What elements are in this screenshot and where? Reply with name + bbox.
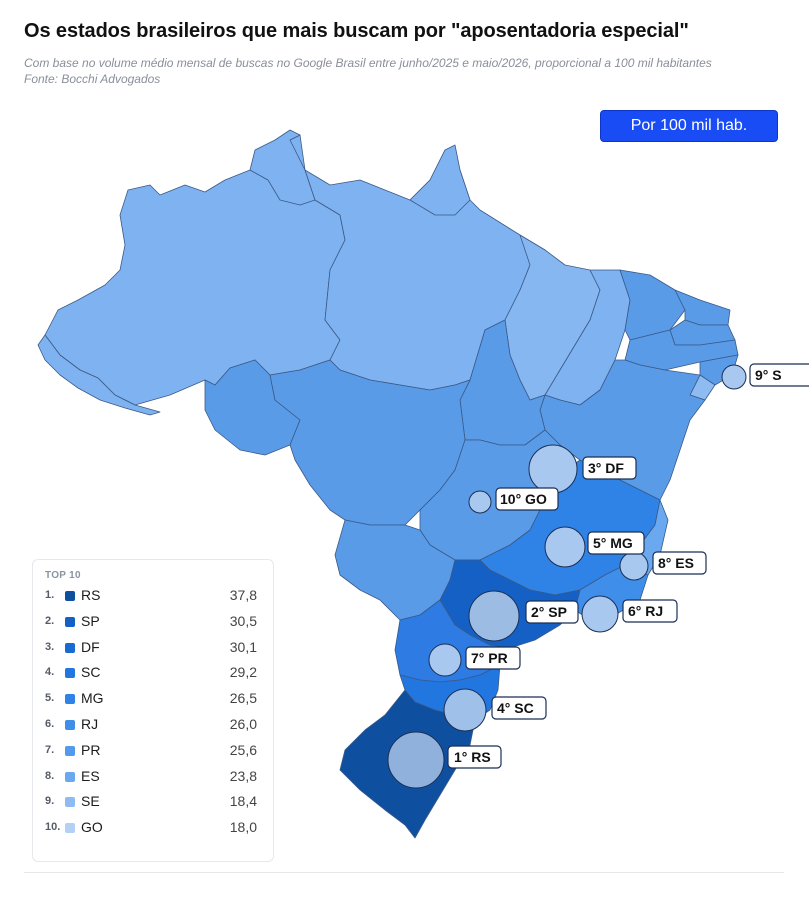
legend-row[interactable]: 1. RS 37,8 — [33, 586, 273, 608]
legend-state: SC — [81, 664, 101, 681]
label-box-df — [582, 456, 637, 480]
legend-rank: 3. — [45, 640, 55, 653]
bubble-sp[interactable] — [468, 590, 520, 642]
legend-state: GO — [81, 819, 103, 836]
legend-state: SP — [81, 612, 100, 629]
legend-rank: 1. — [45, 589, 55, 601]
legend-value: 18,0 — [229, 819, 257, 836]
label-mg: 5° MG — [593, 535, 633, 551]
legend-state: RJ — [81, 716, 99, 732]
chart-subtitle: Com base no volume médio mensal de busca… — [24, 55, 712, 87]
label-box-pr — [465, 646, 521, 670]
legend-rank: 8. — [45, 769, 55, 782]
label-box-rj — [622, 599, 678, 623]
legend-rank: 7. — [45, 743, 55, 756]
legend-swatch — [65, 823, 75, 834]
legend-value: 18,4 — [229, 793, 257, 810]
legend-state: PR — [81, 741, 101, 758]
legend-rank: 10. — [45, 821, 61, 834]
legend-row[interactable]: 10. GO 18,0 — [33, 818, 273, 840]
legend-row[interactable]: 9. SE 18,4 — [33, 792, 273, 814]
legend-title: TOP 10 — [45, 570, 81, 581]
label-box-sp — [525, 600, 579, 624]
label-box-se — [749, 363, 809, 387]
label-rs: 1° RS — [454, 749, 491, 765]
legend-row[interactable]: 6. RJ 26,0 — [33, 715, 273, 737]
legend-state: MG — [81, 690, 104, 707]
legend-swatch — [65, 668, 75, 679]
chart-title: Os estados brasileiros que mais buscam p… — [24, 20, 689, 42]
label-pr: 7° PR — [471, 650, 508, 666]
bubble-pr[interactable] — [428, 643, 462, 677]
legend-value: 29,2 — [229, 664, 257, 681]
label-rj: 6° RJ — [628, 603, 663, 619]
legend-swatch — [65, 797, 75, 808]
legend-row[interactable]: 4. SC 29,2 — [33, 663, 273, 685]
legend-value: 25,6 — [229, 741, 257, 758]
state-ap[interactable] — [409, 144, 471, 216]
top10-legend: TOP 10 1. RS 37,8 2. SP 30,5 3. DF 30,1 4. SC 29,2 5… — [32, 559, 274, 862]
legend-rank: 2. — [45, 614, 55, 627]
label-box-es — [652, 551, 707, 575]
label-box-go — [495, 487, 559, 511]
legend-row[interactable]: 7. PR 25,6 — [33, 741, 273, 763]
legend-state: SE — [81, 793, 100, 810]
legend-state: ES — [81, 767, 100, 784]
bubble-rj[interactable] — [581, 595, 619, 633]
bubble-df[interactable] — [528, 444, 578, 494]
legend-state: DF — [81, 638, 100, 655]
legend-value: 30,5 — [229, 612, 257, 629]
legend-rank: 5. — [45, 692, 55, 705]
legend-row[interactable]: 8. ES 23,8 — [33, 767, 273, 789]
source-text: Fonte: Bocchi Advogados — [24, 72, 161, 86]
legend-swatch — [65, 616, 75, 627]
legend-state: RS — [81, 587, 101, 603]
label-box-rs — [447, 745, 502, 769]
legend-swatch — [65, 720, 75, 730]
legend-value: 26,5 — [229, 690, 257, 707]
legend-row[interactable]: 3. DF 30,1 — [33, 638, 273, 660]
bubble-sc[interactable] — [443, 688, 487, 732]
state-ac[interactable] — [37, 334, 161, 416]
legend-rank: 9. — [45, 795, 55, 808]
label-df: 3° DF — [588, 460, 624, 476]
bubble-go[interactable] — [468, 490, 492, 514]
legend-value: 23,8 — [229, 767, 257, 784]
legend-rank: 4. — [45, 666, 55, 679]
label-go: 10° GO — [500, 491, 547, 507]
subtitle-text: Com base no volume médio mensal de busca… — [24, 56, 712, 70]
legend-row[interactable]: 2. SP 30,5 — [33, 612, 273, 634]
legend-value: 30,1 — [229, 638, 257, 655]
bubble-es[interactable] — [619, 551, 649, 581]
label-sp: 2° SP — [531, 604, 567, 620]
legend-rank: 6. — [45, 718, 55, 730]
legend-value: 37,8 — [229, 587, 257, 603]
bubble-mg[interactable] — [544, 526, 586, 568]
footer-divider — [24, 872, 784, 873]
legend-swatch — [65, 745, 75, 756]
legend-swatch — [65, 771, 75, 782]
label-box-mg — [587, 531, 645, 555]
state-rr[interactable] — [249, 129, 316, 206]
legend-swatch — [65, 694, 75, 705]
label-se: 9° S — [755, 367, 782, 383]
bubble-se[interactable] — [721, 364, 747, 390]
label-sc: 4° SC — [497, 700, 534, 716]
bubble-rs[interactable] — [387, 731, 445, 789]
legend-row[interactable]: 5. MG 26,5 — [33, 689, 273, 711]
legend-swatch — [65, 642, 75, 653]
label-es: 8° ES — [658, 555, 694, 571]
label-box-sc — [491, 696, 547, 720]
legend-swatch — [65, 591, 75, 601]
per-capita-toggle-button[interactable]: Por 100 mil hab. — [600, 110, 778, 142]
legend-value: 26,0 — [229, 716, 257, 732]
